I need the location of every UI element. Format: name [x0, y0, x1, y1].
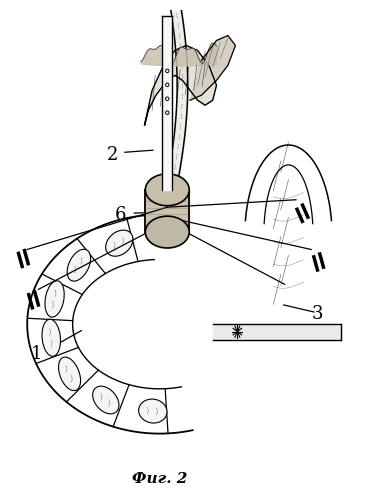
Polygon shape — [145, 190, 189, 232]
Polygon shape — [190, 35, 236, 100]
Ellipse shape — [139, 399, 167, 423]
Ellipse shape — [145, 174, 189, 206]
Polygon shape — [144, 45, 217, 125]
Text: Фиг. 2: Фиг. 2 — [132, 473, 187, 487]
Ellipse shape — [166, 97, 169, 100]
Polygon shape — [245, 145, 331, 224]
Ellipse shape — [67, 250, 90, 281]
Text: 2: 2 — [107, 146, 118, 164]
Text: 1: 1 — [31, 345, 43, 363]
Ellipse shape — [166, 111, 169, 114]
Polygon shape — [27, 215, 193, 434]
Ellipse shape — [45, 281, 64, 317]
Ellipse shape — [106, 230, 133, 256]
Ellipse shape — [59, 357, 81, 391]
Text: 3: 3 — [311, 305, 323, 323]
Ellipse shape — [166, 83, 169, 86]
Ellipse shape — [93, 386, 119, 414]
Ellipse shape — [145, 216, 189, 248]
Text: 6: 6 — [114, 206, 126, 224]
Ellipse shape — [42, 319, 60, 356]
Ellipse shape — [166, 69, 169, 72]
